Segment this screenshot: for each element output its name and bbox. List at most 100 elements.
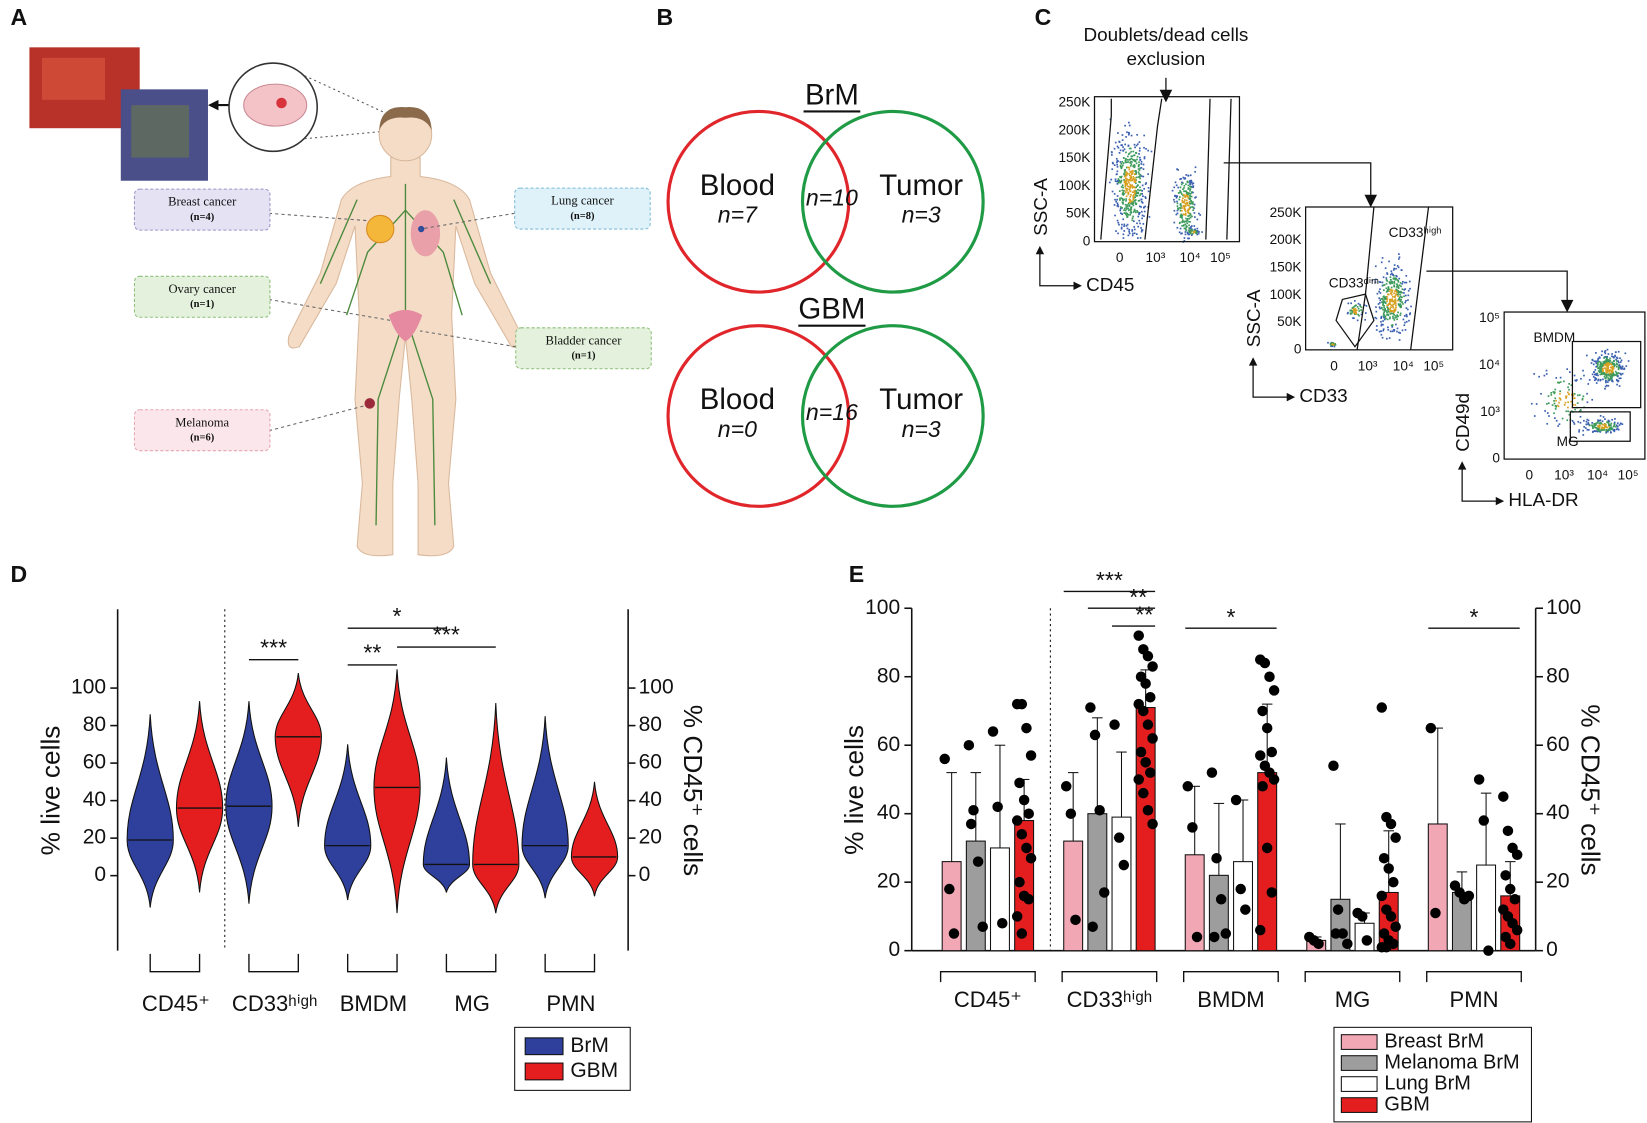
event-dot (1141, 193, 1144, 195)
event-dot (1383, 316, 1385, 319)
event-dot (1397, 315, 1399, 318)
event-dot (1553, 412, 1555, 415)
data-point (1021, 842, 1032, 854)
data-point (1509, 894, 1521, 905)
event-dot (1375, 317, 1378, 320)
event-dot (1138, 199, 1141, 202)
event-dot (1116, 173, 1118, 175)
data-point (1147, 818, 1158, 830)
event-dot (1616, 365, 1618, 368)
event-dot (1121, 134, 1124, 136)
event-dot (1393, 330, 1395, 332)
event-dot (1591, 398, 1594, 401)
event-dot (1114, 141, 1117, 144)
event-dot (1126, 173, 1128, 176)
y2-tick-label: 40 (639, 788, 662, 811)
event-dot (1395, 306, 1397, 309)
event-dot (1580, 377, 1582, 380)
event-dot (1119, 180, 1122, 183)
event-dot (1347, 302, 1350, 305)
event-dot (1122, 192, 1124, 195)
event-dot (1396, 291, 1399, 293)
event-dot (1140, 227, 1142, 229)
event-dot (1396, 279, 1399, 281)
event-dot (1195, 229, 1198, 232)
event-dot (1122, 233, 1125, 236)
event-dot (1136, 191, 1138, 194)
data-point (1356, 911, 1368, 922)
event-dot (1195, 196, 1197, 198)
event-dot (1609, 357, 1611, 360)
panel-label: E (849, 561, 864, 587)
event-dot (1352, 317, 1354, 319)
event-dot (1564, 401, 1567, 404)
event-dot (1132, 215, 1135, 218)
data-point (1330, 928, 1342, 939)
event-dot (1374, 265, 1377, 268)
event-dot (1375, 325, 1378, 327)
y-tick-label: 50K (1277, 314, 1301, 329)
event-dot (1398, 258, 1400, 260)
event-dot (1382, 320, 1384, 322)
category-bracket (1061, 970, 1158, 983)
event-dot (1618, 385, 1621, 387)
event-dot (1189, 185, 1191, 188)
gate-label: BMDM (1534, 330, 1576, 345)
significance-label: *** (433, 622, 460, 648)
event-dot (1125, 181, 1128, 184)
event-dot (1393, 319, 1396, 321)
event-dot (1409, 313, 1411, 316)
event-dot (1568, 383, 1570, 385)
event-dot (1599, 431, 1602, 433)
event-dot (1187, 209, 1190, 211)
event-dot (1123, 172, 1125, 175)
violin (570, 781, 619, 897)
data-point (1376, 890, 1388, 902)
event-dot (1607, 368, 1609, 371)
event-dot (1364, 318, 1367, 321)
site-count: (n=6) (190, 432, 215, 443)
data-point (1259, 657, 1271, 669)
event-dot (1382, 312, 1385, 315)
data-point (1011, 911, 1023, 922)
event-dot (1129, 174, 1132, 177)
event-dot (1596, 365, 1599, 368)
event-dot (1407, 299, 1409, 301)
event-dot (1190, 181, 1193, 183)
event-dot (1111, 161, 1114, 164)
event-dot (1192, 201, 1194, 204)
event-dot (1184, 227, 1187, 230)
event-dot (1601, 363, 1604, 365)
event-dot (1144, 183, 1147, 185)
event-dot (1389, 307, 1392, 310)
panel-label: D (11, 561, 28, 587)
event-dot (1131, 179, 1134, 182)
event-dot (1609, 426, 1611, 429)
event-dot (1390, 306, 1392, 309)
event-dot (1609, 378, 1612, 381)
event-dot (1393, 313, 1395, 316)
event-dot (1599, 369, 1602, 372)
event-dot (1598, 419, 1601, 422)
event-dot (1599, 379, 1602, 382)
event-dot (1598, 430, 1600, 432)
event-dot (1606, 357, 1608, 360)
event-dot (1400, 285, 1402, 288)
arrow-head (1159, 89, 1173, 103)
event-dot (1116, 165, 1119, 168)
event-dot (1180, 191, 1182, 194)
data-point (1220, 928, 1232, 939)
event-dot (1130, 155, 1133, 158)
event-dot (1396, 327, 1399, 330)
event-dot (1122, 149, 1124, 152)
significance-label: *** (1096, 567, 1123, 593)
event-dot (1124, 177, 1127, 180)
event-dot (1130, 163, 1133, 165)
event-dot (1611, 428, 1614, 430)
data-point (1378, 852, 1390, 864)
event-dot (1401, 288, 1404, 291)
bar (1427, 823, 1448, 952)
data-point (1147, 733, 1158, 744)
event-dot (1382, 314, 1385, 317)
data-point (1230, 794, 1242, 806)
